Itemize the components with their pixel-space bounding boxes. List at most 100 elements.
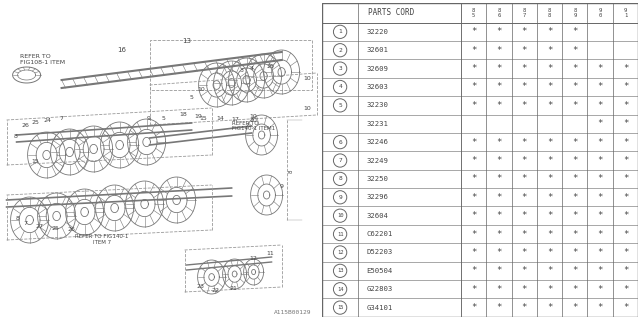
Text: *: * xyxy=(598,303,603,312)
Text: *: * xyxy=(572,138,577,147)
Text: *: * xyxy=(623,156,628,165)
Text: *: * xyxy=(471,101,476,110)
Text: *: * xyxy=(572,64,577,73)
Text: *: * xyxy=(522,303,527,312)
Text: *: * xyxy=(598,101,603,110)
Text: 10: 10 xyxy=(198,87,205,92)
Text: *: * xyxy=(471,174,476,183)
Text: *: * xyxy=(547,248,552,257)
Text: 7: 7 xyxy=(24,221,28,226)
Text: 10: 10 xyxy=(303,106,311,111)
Text: 8: 8 xyxy=(13,134,17,139)
Text: REFER TO: REFER TO xyxy=(20,54,51,59)
Text: 5: 5 xyxy=(338,103,342,108)
Text: *: * xyxy=(522,27,527,36)
Text: 4: 4 xyxy=(338,84,342,90)
Text: *: * xyxy=(598,174,603,183)
Text: 10: 10 xyxy=(250,114,257,119)
Text: *: * xyxy=(547,174,552,183)
Text: *: * xyxy=(572,156,577,165)
Text: *: * xyxy=(471,285,476,294)
Text: 12: 12 xyxy=(337,250,343,255)
Text: 15: 15 xyxy=(337,305,343,310)
Text: *: * xyxy=(547,27,552,36)
Text: 3: 3 xyxy=(338,66,342,71)
Text: *: * xyxy=(471,303,476,312)
Text: 25: 25 xyxy=(52,226,60,231)
Text: *: * xyxy=(547,156,552,165)
Text: *: * xyxy=(598,83,603,92)
Text: 22: 22 xyxy=(212,288,220,293)
Text: *: * xyxy=(522,193,527,202)
Text: *: * xyxy=(572,229,577,239)
Text: 15: 15 xyxy=(31,159,39,164)
Text: *: * xyxy=(496,27,502,36)
Text: *: * xyxy=(471,229,476,239)
Text: A115B00129: A115B00129 xyxy=(274,310,312,315)
Text: *: * xyxy=(522,229,527,239)
Text: *: * xyxy=(471,83,476,92)
Text: 32230: 32230 xyxy=(366,102,388,108)
Text: *: * xyxy=(623,64,628,73)
Text: *: * xyxy=(522,101,527,110)
Text: *: * xyxy=(572,101,577,110)
Text: *: * xyxy=(471,193,476,202)
Text: *: * xyxy=(522,64,527,73)
Text: FIG108-1 ITEM: FIG108-1 ITEM xyxy=(20,60,65,65)
Text: 17: 17 xyxy=(232,117,239,122)
Text: REFER TO FIG140-1: REFER TO FIG140-1 xyxy=(75,234,128,239)
Text: *: * xyxy=(623,83,628,92)
Text: *: * xyxy=(496,156,502,165)
Text: 24: 24 xyxy=(44,118,52,123)
Text: 10: 10 xyxy=(337,213,343,218)
Text: *: * xyxy=(623,303,628,312)
Text: 13: 13 xyxy=(182,38,191,44)
Text: 32249: 32249 xyxy=(366,157,388,164)
Text: 21: 21 xyxy=(230,286,237,291)
Text: 5: 5 xyxy=(189,95,193,100)
Text: *: * xyxy=(471,156,476,165)
Text: 8
9: 8 9 xyxy=(573,8,577,18)
Text: *: * xyxy=(547,46,552,55)
Text: 9
1: 9 1 xyxy=(624,8,627,18)
Text: 8
6: 8 6 xyxy=(497,8,500,18)
Text: *: * xyxy=(471,64,476,73)
Text: ITEM 7: ITEM 7 xyxy=(93,240,111,245)
Text: 9: 9 xyxy=(280,184,284,189)
Text: *: * xyxy=(522,46,527,55)
Text: REFER TO: REFER TO xyxy=(232,121,258,126)
Text: *: * xyxy=(598,138,603,147)
Text: *: * xyxy=(496,303,502,312)
Text: *: * xyxy=(471,211,476,220)
Text: *: * xyxy=(598,229,603,239)
Text: *: * xyxy=(547,83,552,92)
Text: *: * xyxy=(623,119,628,128)
Text: *: * xyxy=(471,138,476,147)
Text: 8
5: 8 5 xyxy=(472,8,476,18)
Text: 32601: 32601 xyxy=(366,47,388,53)
Text: 7: 7 xyxy=(60,116,63,121)
Text: 32250: 32250 xyxy=(366,176,388,182)
Text: 8: 8 xyxy=(289,170,294,173)
Text: *: * xyxy=(572,303,577,312)
Text: *: * xyxy=(522,266,527,275)
Text: 8: 8 xyxy=(15,216,19,221)
Text: 6: 6 xyxy=(338,140,342,145)
Text: C62201: C62201 xyxy=(366,231,392,237)
Text: PARTS CORD: PARTS CORD xyxy=(369,8,415,17)
Text: *: * xyxy=(471,248,476,257)
Text: *: * xyxy=(547,64,552,73)
Text: *: * xyxy=(496,193,502,202)
Text: *: * xyxy=(623,229,628,239)
Text: *: * xyxy=(623,211,628,220)
Text: 32296: 32296 xyxy=(366,194,388,200)
Text: *: * xyxy=(598,248,603,257)
Text: 26: 26 xyxy=(267,64,275,69)
Text: *: * xyxy=(471,266,476,275)
Text: 9
0: 9 0 xyxy=(598,8,602,18)
Text: 16: 16 xyxy=(117,47,126,53)
Text: *: * xyxy=(572,174,577,183)
Text: *: * xyxy=(572,46,577,55)
Text: *: * xyxy=(471,27,476,36)
Text: *: * xyxy=(598,211,603,220)
